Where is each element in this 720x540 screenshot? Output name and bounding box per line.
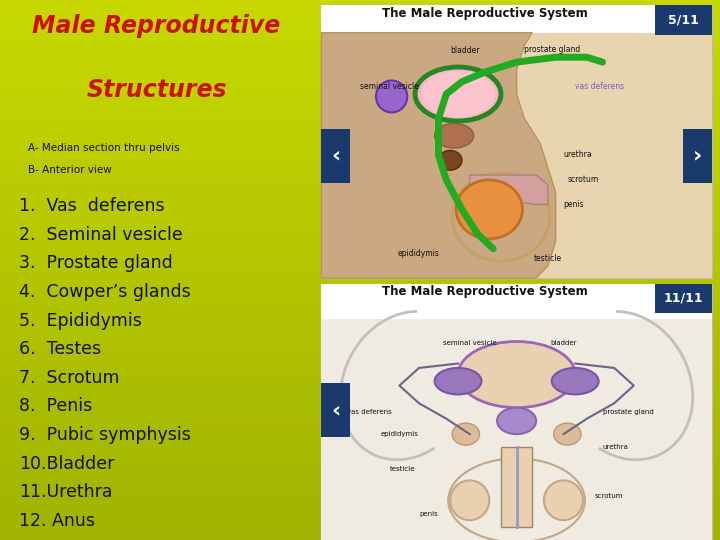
FancyBboxPatch shape: [655, 284, 712, 313]
Ellipse shape: [458, 341, 575, 408]
Text: 3.  Prostate gland: 3. Prostate gland: [19, 254, 173, 272]
Polygon shape: [501, 447, 532, 526]
Text: scrotum: scrotum: [567, 175, 598, 184]
Text: The Male Reproductive System: The Male Reproductive System: [382, 7, 588, 20]
Text: 2.  Seminal vesicle: 2. Seminal vesicle: [19, 226, 183, 244]
Polygon shape: [469, 175, 548, 205]
Text: vas deferens: vas deferens: [347, 409, 392, 415]
Ellipse shape: [376, 80, 408, 112]
Text: ‹: ‹: [331, 146, 340, 166]
Ellipse shape: [435, 124, 474, 148]
Text: 4.  Cowper’s glands: 4. Cowper’s glands: [19, 283, 191, 301]
Ellipse shape: [421, 71, 495, 117]
Text: 9.  Pubic symphysis: 9. Pubic symphysis: [19, 426, 191, 444]
Text: Male Reproductive: Male Reproductive: [32, 14, 281, 37]
Ellipse shape: [544, 481, 583, 520]
Text: scrotum: scrotum: [595, 493, 624, 499]
Text: 6.  Testes: 6. Testes: [19, 340, 101, 358]
FancyBboxPatch shape: [321, 27, 712, 278]
Text: ›: ›: [693, 146, 702, 166]
Text: 7.  Scrotum: 7. Scrotum: [19, 369, 120, 387]
Text: seminal vesicle: seminal vesicle: [361, 82, 419, 91]
FancyBboxPatch shape: [655, 5, 712, 35]
Text: urethra: urethra: [564, 151, 592, 159]
Ellipse shape: [497, 408, 536, 434]
Ellipse shape: [552, 368, 598, 394]
Text: bladder: bladder: [550, 340, 577, 346]
Text: The Male Reproductive System: The Male Reproductive System: [382, 285, 588, 298]
Text: 11.Urethra: 11.Urethra: [19, 483, 112, 501]
Text: seminal vesicle: seminal vesicle: [443, 340, 497, 346]
Text: epididymis: epididymis: [398, 248, 440, 258]
Text: 5.  Epididymis: 5. Epididymis: [19, 312, 142, 329]
Ellipse shape: [415, 67, 501, 121]
FancyBboxPatch shape: [321, 129, 350, 183]
Text: ‹: ‹: [331, 400, 340, 421]
Text: vas deferens: vas deferens: [575, 82, 624, 91]
Text: urethra: urethra: [603, 444, 629, 450]
Text: B- Anterior view: B- Anterior view: [28, 165, 112, 175]
Text: A- Median section thru pelvis: A- Median section thru pelvis: [28, 143, 180, 153]
Ellipse shape: [450, 481, 490, 520]
Text: bladder: bladder: [450, 46, 480, 55]
Ellipse shape: [554, 423, 581, 445]
Polygon shape: [321, 32, 556, 278]
Text: Structures: Structures: [86, 78, 227, 102]
FancyBboxPatch shape: [321, 5, 712, 278]
Text: penis: penis: [564, 200, 584, 208]
FancyBboxPatch shape: [321, 284, 712, 320]
Text: 12. Anus: 12. Anus: [19, 512, 95, 530]
Text: testicle: testicle: [390, 467, 415, 472]
Text: prostate gland: prostate gland: [524, 45, 580, 54]
Text: epididymis: epididymis: [381, 431, 419, 437]
Text: 11/11: 11/11: [664, 292, 703, 305]
Text: prostate gland: prostate gland: [603, 409, 653, 415]
Text: 10.Bladder: 10.Bladder: [19, 455, 114, 472]
FancyBboxPatch shape: [321, 383, 350, 437]
Text: 1.  Vas  deferens: 1. Vas deferens: [19, 197, 164, 215]
FancyBboxPatch shape: [321, 320, 712, 540]
Ellipse shape: [452, 423, 480, 445]
FancyBboxPatch shape: [321, 284, 712, 540]
Text: penis: penis: [420, 510, 438, 517]
Text: 8.  Penis: 8. Penis: [19, 397, 92, 415]
Ellipse shape: [456, 180, 523, 239]
FancyBboxPatch shape: [321, 5, 712, 32]
Ellipse shape: [435, 368, 482, 394]
Text: testicle: testicle: [534, 254, 562, 262]
Text: 5/11: 5/11: [668, 14, 699, 27]
Ellipse shape: [438, 151, 462, 170]
FancyBboxPatch shape: [683, 129, 712, 183]
